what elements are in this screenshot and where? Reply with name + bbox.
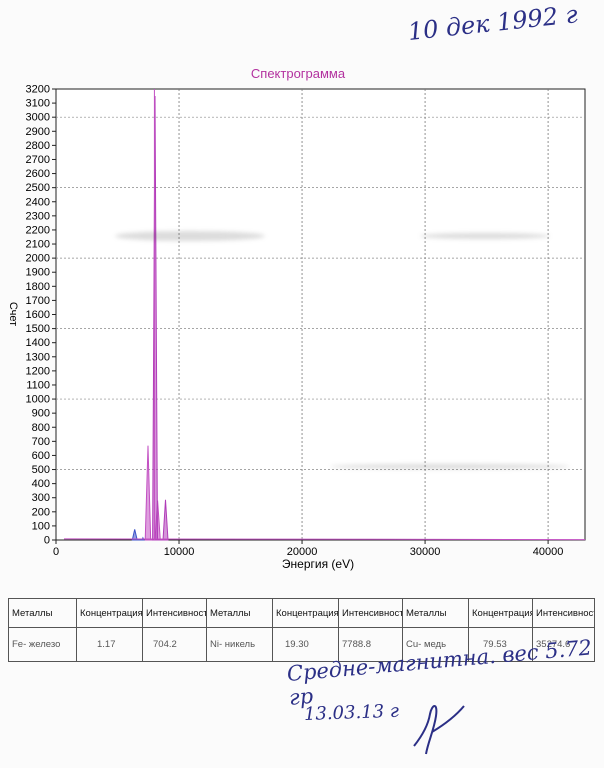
cu-concentration: 79.53 xyxy=(468,627,533,662)
y-tick-label: 3000 xyxy=(26,112,50,124)
y-tick-label: 600 xyxy=(32,450,50,462)
header-cell: Концентрация xyxy=(272,598,339,628)
header-cell: Металлы xyxy=(402,598,469,628)
x-axis: 0 10000 20000 30000 40000 xyxy=(53,540,563,558)
y-tick-label: 1100 xyxy=(26,379,50,391)
y-tick-label: 2700 xyxy=(26,154,50,166)
header-cell: Металлы xyxy=(206,598,273,628)
metal-fe: Fe- железо xyxy=(8,627,77,662)
y-tick-label: 3100 xyxy=(26,98,50,110)
fe-intensity: 704.2 xyxy=(142,627,207,662)
y-tick-label: 2100 xyxy=(26,239,50,251)
header-cell: Концентрация xyxy=(76,598,143,628)
y-tick-label: 2300 xyxy=(26,210,50,222)
ni-concentration: 19.30 xyxy=(272,627,339,662)
y-tick-label: 1700 xyxy=(26,295,50,307)
y-tick-label: 400 xyxy=(32,478,50,490)
table-row: Fe- железо 1.17 704.2 Ni- никель 19.30 7… xyxy=(8,627,595,662)
y-tick-label: 300 xyxy=(32,492,50,504)
y-tick-label: 2600 xyxy=(26,168,50,180)
y-tick-label: 1400 xyxy=(26,337,50,349)
fe-concentration: 1.17 xyxy=(76,627,143,662)
y-tick-label: 1600 xyxy=(26,309,50,321)
y-tick-label: 1500 xyxy=(26,323,50,335)
metal-cu: Cu- медь xyxy=(402,627,469,662)
header-cell: Интенсивност xyxy=(532,598,595,628)
x-tick-label: 10000 xyxy=(164,546,195,558)
spectrogram-chart: Спектрограмма 0 100 200 300 400 500 600 700 800 9… xyxy=(7,66,586,571)
x-tick-label: 30000 xyxy=(410,546,441,558)
y-tick-label: 500 xyxy=(32,464,50,476)
grid xyxy=(56,89,585,540)
header-cell: Интенсивност xyxy=(142,598,207,628)
header-cell: Интенсивност xyxy=(338,598,403,628)
plot-area xyxy=(55,88,586,541)
x-tick-label: 0 xyxy=(53,546,59,558)
table-header-row: Металлы Концентрация Интенсивност Металл… xyxy=(8,598,595,628)
y-tick-label: 0 xyxy=(44,535,50,547)
y-tick-label: 200 xyxy=(32,506,50,518)
y-tick-label: 700 xyxy=(32,436,50,448)
scan-smudge xyxy=(330,464,570,469)
y-tick-label: 1900 xyxy=(26,267,50,279)
y-tick-label: 1000 xyxy=(26,394,50,406)
spectrum-peak-series-1 xyxy=(131,529,145,541)
y-tick-label: 2500 xyxy=(26,182,50,194)
spectrum-peak-series-3 xyxy=(152,95,169,541)
scan-smudge xyxy=(115,231,265,241)
signature xyxy=(413,705,465,755)
header-cell: Металлы xyxy=(8,598,77,628)
y-axis-label: Счет xyxy=(7,302,19,326)
y-axis: 0 100 200 300 400 500 600 700 800 900 1000 1100 1200… xyxy=(26,84,56,547)
y-tick-label: 1800 xyxy=(26,281,50,293)
y-tick-label: 800 xyxy=(32,422,50,434)
chart-title: Спектрограмма xyxy=(251,66,346,81)
scan-smudge xyxy=(420,233,550,239)
y-tick-label: 2000 xyxy=(26,253,50,265)
y-tick-label: 1200 xyxy=(26,365,50,377)
y-tick-label: 2400 xyxy=(26,196,50,208)
y-tick-label: 3200 xyxy=(26,84,50,96)
baseline-line xyxy=(63,538,586,541)
metals-table: Металлы Концентрация Интенсивност Металл… xyxy=(8,598,595,662)
y-tick-label: 1300 xyxy=(26,351,50,363)
x-axis-label: Энергия (eV) xyxy=(282,557,354,571)
cu-intensity: 35274.6 xyxy=(532,627,595,662)
y-tick-label: 2800 xyxy=(26,140,50,152)
header-cell: Концентрация xyxy=(468,598,533,628)
metal-ni: Ni- никель xyxy=(206,627,273,662)
spectrum-series xyxy=(63,95,586,541)
y-tick-label: 2900 xyxy=(26,126,50,138)
y-tick-label: 2200 xyxy=(26,224,50,236)
handwritten-date-bottom: 13.03.13 г xyxy=(303,700,400,725)
x-tick-label: 40000 xyxy=(533,546,564,558)
y-tick-label: 900 xyxy=(32,408,50,420)
y-tick-label: 100 xyxy=(32,520,50,532)
x-tick-label: 20000 xyxy=(287,546,318,558)
